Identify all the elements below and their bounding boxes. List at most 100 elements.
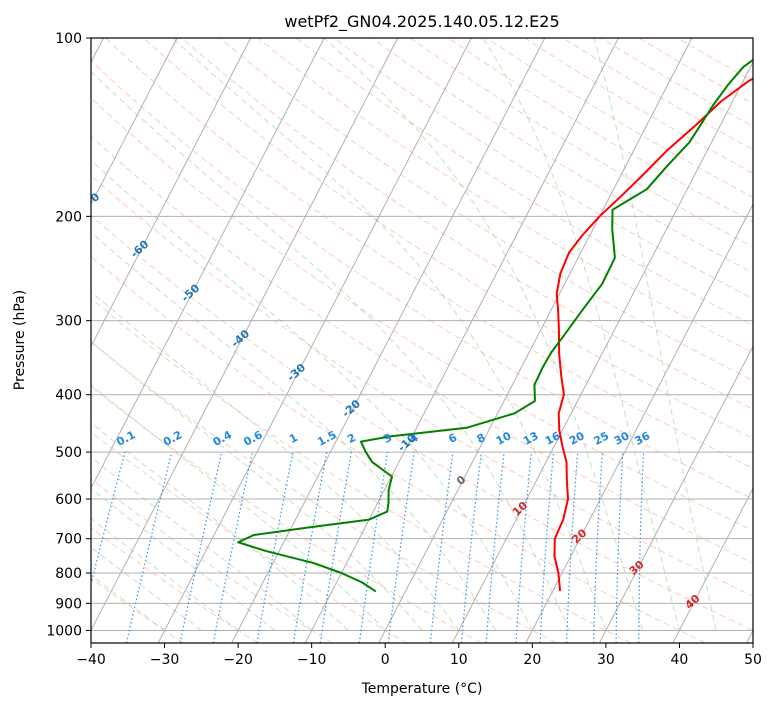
mixing-ratio-label: 1.5: [315, 428, 338, 449]
y-tick-label: 800: [55, 566, 82, 582]
dry-adiabat-line: [91, 60, 753, 500]
mixing-ratio-label: 2: [345, 431, 358, 446]
x-tick-label: −10: [297, 652, 327, 668]
dry-adiabat-line: [486, 38, 753, 198]
x-tick-label: 40: [671, 652, 689, 668]
dry-adiabat-line: [181, 38, 753, 410]
isotherm-line: [746, 629, 753, 643]
isotherm-label: -70: [79, 190, 103, 213]
dry-adiabat-line: [91, 97, 753, 532]
dry-adiabat-line: [91, 577, 184, 643]
isotherm-label: -60: [128, 237, 152, 260]
y-tick-label: 100: [55, 31, 82, 47]
moist-adiabat-line: [593, 38, 717, 631]
isotherm-label: -40: [229, 327, 253, 350]
y-tick-label: 500: [55, 445, 82, 461]
isotherm-line: [304, 38, 619, 643]
x-tick-label: 10: [450, 652, 468, 668]
mixing-ratio-line: [125, 451, 173, 643]
dry-adiabat-line: [91, 431, 408, 643]
x-tick-label: 50: [744, 652, 762, 668]
mixing-ratio-label: 20: [567, 429, 587, 448]
mixing-ratio-line: [638, 452, 645, 643]
chart-title: wetPf2_GN04.2025.140.05.12.E25: [284, 12, 559, 32]
dry-adiabat-line: [600, 38, 753, 128]
mixing-ratio-label: 6: [446, 431, 459, 446]
x-tick-label: −30: [150, 652, 180, 668]
moist-adiabat-line: [91, 456, 313, 631]
x-tick-label: 0: [381, 652, 390, 668]
dry-adiabat-line: [91, 297, 631, 643]
isotherm-label: 20: [569, 526, 589, 546]
dry-adiabat-line: [91, 478, 333, 643]
mixing-ratio-line: [539, 452, 555, 643]
moist-adiabat-line: [91, 518, 239, 631]
y-tick-label: 400: [55, 388, 82, 404]
mixing-ratio-line: [593, 452, 603, 643]
isotherm-line: [91, 38, 325, 490]
mixing-ratio-label: 3: [381, 431, 394, 446]
y-tick-label: 300: [55, 314, 82, 330]
isotherm-line: [672, 487, 753, 643]
dry-adiabat-line: [91, 255, 706, 643]
mixing-ratio-line: [429, 452, 454, 643]
dry-adiabat-line: [524, 38, 753, 174]
mixing-ratio-label: 1: [287, 431, 300, 446]
isotherm-label: 10: [510, 499, 530, 519]
mixing-ratio-line: [292, 451, 328, 643]
x-tick-label: 20: [523, 652, 541, 668]
mixing-ratio-label: 0.1: [114, 428, 137, 449]
moist-adiabat-line: [172, 38, 607, 631]
temperature-profile-line: [553, 77, 753, 592]
dry-adiabat-line: [105, 38, 753, 469]
mixing-ratio-line: [515, 452, 532, 643]
moist-adiabat-line: [91, 341, 423, 631]
plot-frame: [90, 37, 754, 644]
dry-adiabat-line: [333, 38, 753, 300]
mixing-ratio-label: 36: [633, 429, 653, 448]
mixing-ratio-line: [566, 452, 579, 643]
isotherm-label: -30: [285, 361, 309, 384]
moist-adiabat-line: [323, 38, 644, 631]
x-tick-label: −40: [76, 652, 106, 668]
y-tick-label: 900: [55, 596, 82, 612]
mixing-ratio-line: [615, 452, 624, 643]
mixing-ratio-label: 13: [521, 429, 541, 448]
isotherm-label: -50: [179, 281, 203, 304]
mixing-ratio-line: [179, 451, 223, 643]
mixing-ratio-label: 0.6: [241, 428, 265, 449]
dewpoint-profile-line: [237, 58, 753, 593]
dry-adiabat-line: [91, 527, 258, 643]
mixing-ratio-label: 16: [543, 429, 563, 448]
moist-adiabat-line: [91, 291, 460, 631]
moist-adiabat-line: [482, 38, 680, 631]
mixing-ratio-line: [460, 452, 482, 643]
isotherm-label: -20: [340, 397, 364, 420]
isotherm-line: [91, 38, 178, 206]
isotherm-label: 30: [627, 558, 647, 578]
mixing-ratio-label: 0.4: [211, 428, 235, 449]
mixing-ratio-line: [358, 451, 389, 643]
dry-adiabat-line: [91, 385, 482, 643]
moist-adiabat-line: [91, 231, 497, 631]
isotherm-label: -80: [28, 145, 52, 168]
dry-adiabat-line: [257, 38, 753, 354]
isotherm-line: [598, 345, 753, 643]
dry-adiabat-line: [219, 38, 753, 382]
isotherm-line: [451, 61, 753, 643]
mixing-ratio-line: [485, 452, 505, 643]
x-tick-label: 30: [597, 652, 615, 668]
y-tick-label: 700: [55, 532, 82, 548]
y-axis-label: Pressure (hPa): [12, 290, 28, 390]
mixing-ratio-label: 8: [475, 431, 488, 446]
isotherm-label: 40: [683, 592, 703, 612]
mixing-ratio-line: [387, 452, 415, 643]
isotherm-line: [157, 38, 472, 643]
moist-adiabat-line: [91, 422, 349, 631]
mixing-ratio-label: 0.2: [161, 428, 184, 449]
isotherm-line: [91, 38, 399, 632]
isotherm-line: [525, 203, 753, 643]
moist-adiabat-line: [91, 70, 570, 631]
isotherm-line: [231, 38, 546, 643]
